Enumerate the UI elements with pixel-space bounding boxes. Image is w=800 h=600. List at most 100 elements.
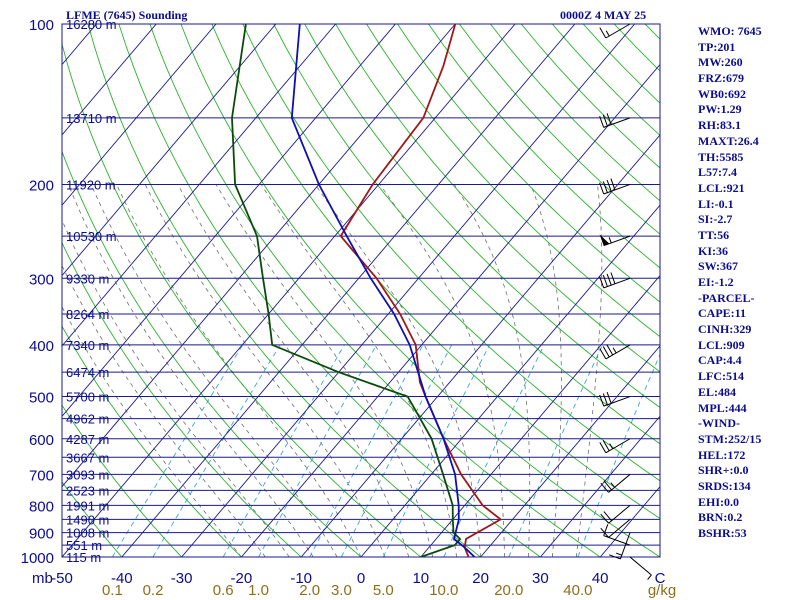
index-item: KI:36 — [698, 243, 728, 258]
dry-adiabat-line — [149, 24, 601, 557]
isotherm-line — [300, 134, 660, 557]
index-item: BSHR:53 — [698, 526, 747, 540]
height-label: 1008 m — [66, 526, 109, 541]
index-item: EL:484 — [698, 384, 737, 399]
mixing-ratio-label: 2.0 — [299, 582, 320, 599]
isotherms — [62, 24, 660, 557]
pressure-tick-label: 700 — [29, 467, 54, 484]
isotherm-line — [420, 274, 660, 557]
wind-barb-shaft — [603, 183, 631, 195]
wind-barb-full — [600, 527, 609, 538]
temperature-tick-label: -10 — [290, 570, 312, 587]
mixing-ratio-label: 20.0 — [494, 582, 523, 599]
wind-barb-full — [599, 27, 607, 39]
wind-barb-half — [605, 30, 610, 37]
mixing-ratio-unit-label: g/kg — [648, 582, 676, 599]
sounding-time: 0000Z 4 MAY 25 — [560, 8, 647, 22]
mixing-ratio-label: 0.6 — [213, 582, 234, 599]
mixing-ratio-label: 40.0 — [563, 582, 592, 599]
wind-barb-full — [610, 272, 616, 284]
dewpoint-profile-line — [231, 24, 462, 557]
moist-adiabat-line — [314, 184, 481, 557]
height-label: 6474 m — [66, 365, 109, 380]
wind-barb-shaft — [629, 556, 652, 576]
mixing-ratio-label: 0.1 — [102, 582, 123, 599]
isotherm-line — [62, 24, 516, 557]
index-item: SW:367 — [698, 259, 739, 274]
wind-barb-full — [606, 344, 614, 356]
plot-border — [61, 23, 661, 558]
temperature-tick-label: 40 — [592, 570, 609, 587]
wind-barb-shaft — [603, 117, 631, 128]
dry-adiabat-line — [582, 24, 660, 104]
wind-barb-shaft — [605, 438, 631, 454]
index-item: LCL:909 — [698, 337, 745, 352]
index-item: MPL:444 — [698, 400, 747, 415]
temperature-tick-label: -30 — [171, 570, 193, 587]
moist-adiabat-line — [177, 184, 410, 557]
wind-barb-full — [600, 513, 609, 524]
wind-barb — [599, 391, 631, 407]
height-label: 115 m — [66, 550, 101, 565]
index-item: RH:83.1 — [698, 118, 741, 133]
index-item: TT:56 — [698, 227, 730, 242]
mixing-ratio-label: 1.0 — [248, 582, 269, 599]
station-title: LFME (7645) Sounding — [66, 8, 188, 22]
mixing-ratio-label: 5.0 — [373, 582, 394, 599]
height-label: 13710 m — [66, 111, 117, 126]
moist-adiabat-line — [454, 184, 531, 557]
index-item: SHR+:0.0 — [698, 463, 749, 478]
isotherm-line — [540, 415, 660, 557]
index-item: SRDS:134 — [698, 478, 751, 493]
index-item: TP:201 — [698, 39, 736, 54]
temperature-tick-label: -50 — [51, 570, 73, 587]
wind-barb-full — [602, 440, 610, 452]
index-item: WMO: 7645 — [698, 24, 762, 38]
wind-barb-full — [602, 275, 608, 287]
wind-barb-shaft — [603, 396, 631, 407]
moist-adiabat-line — [530, 184, 562, 557]
parcel-trace-line — [290, 24, 476, 557]
temperature-tick-label: -40 — [111, 570, 133, 587]
wind-barb-shaft — [608, 474, 631, 493]
height-label: 2523 m — [66, 483, 109, 498]
pressure-tick-label: 300 — [29, 271, 54, 288]
moist-adiabat-line — [62, 306, 242, 557]
moist-adiabat-line — [116, 184, 362, 557]
temperature-tick-label: 0 — [357, 570, 365, 587]
wind-barb-half — [616, 552, 622, 556]
temperature-tick-label: 20 — [472, 570, 489, 587]
index-item: LCL:921 — [698, 180, 745, 195]
moist-adiabat-line — [260, 184, 458, 557]
moist-adiabat-line — [62, 219, 290, 557]
wind-barb — [599, 178, 631, 195]
index-item: FRZ:679 — [698, 71, 744, 86]
index-item: L57:7.4 — [698, 165, 737, 180]
moist-adiabat-line — [62, 264, 266, 557]
wind-barb-full — [599, 442, 607, 454]
pressure-tick-label: 800 — [29, 498, 54, 515]
wind-barb — [599, 234, 631, 247]
wind-barb-full — [602, 346, 610, 358]
index-item: EHI:0.0 — [698, 494, 740, 509]
wind-barb-shaft — [605, 23, 631, 39]
height-label: 4287 m — [66, 432, 109, 447]
wind-barb-shaft — [608, 518, 631, 538]
wind-barb — [629, 556, 652, 580]
dry-adiabat-line — [62, 42, 422, 557]
temperature-tick-label: 10 — [412, 570, 429, 587]
mixing-ratio-label: 0.2 — [143, 582, 164, 599]
wind-barb-half — [612, 347, 617, 354]
pressure-tick-label: 400 — [29, 338, 54, 355]
index-item: CAPE:11 — [698, 306, 746, 321]
isotherm-line — [480, 345, 660, 557]
wind-barb-pennant — [599, 234, 610, 246]
mixing-ratio-line — [258, 344, 377, 557]
height-label: 3093 m — [66, 467, 109, 482]
index-item: CAP:4.4 — [698, 353, 742, 368]
wind-barb-full — [599, 116, 605, 128]
mixing-ratio-line — [577, 353, 660, 557]
wind-barb-shaft — [605, 344, 631, 360]
height-label: 3667 m — [66, 450, 109, 465]
wind-barb-full — [606, 273, 612, 286]
